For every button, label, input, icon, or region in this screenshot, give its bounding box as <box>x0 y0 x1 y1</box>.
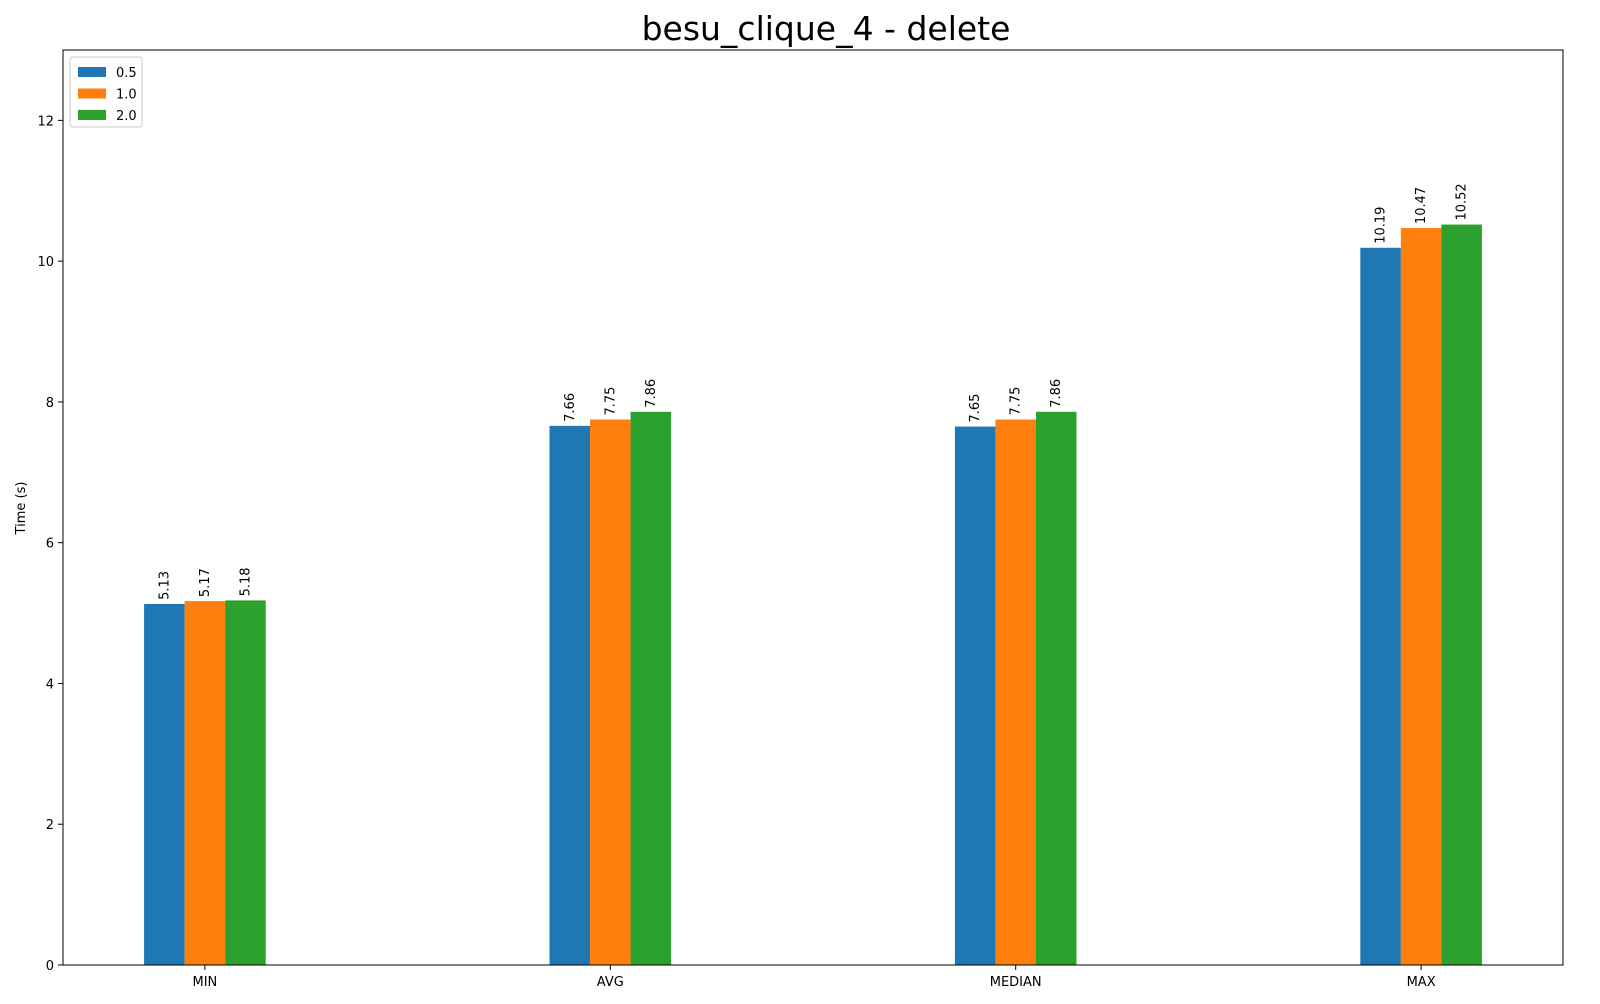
data-label-max-series-1: 10.47 <box>1414 187 1429 224</box>
y-tick-label: 6 <box>46 537 54 552</box>
x-tick-label-max: MAX <box>1407 975 1436 990</box>
bar-median-series-0 <box>954 426 996 965</box>
bar-max-series-1 <box>1400 228 1442 965</box>
data-label-avg-series-1: 7.75 <box>603 387 618 416</box>
data-label-avg-series-0: 7.66 <box>563 393 578 422</box>
data-label-min-series-1: 5.17 <box>198 568 213 597</box>
y-tick-label: 10 <box>37 255 54 270</box>
bar-min-series-0 <box>144 603 185 965</box>
y-tick-label: 8 <box>46 396 54 411</box>
bar-max-series-2 <box>1441 224 1482 966</box>
data-labels-layer: 5.13 7.66 7.65 10.19 5.17 7.75 7.75 10.47 5.18 7.… <box>157 183 1469 600</box>
data-label-median-series-0: 7.65 <box>968 394 983 423</box>
x-tick-label-median: MEDIAN <box>990 975 1042 990</box>
y-tick-label: 12 <box>37 114 54 129</box>
legend-label-series-1: 1.0 <box>116 88 137 103</box>
legend-label-series-2: 2.0 <box>116 109 137 124</box>
x-tick-label-avg: AVG <box>597 975 624 990</box>
bar-avg-series-2 <box>630 411 672 965</box>
legend-swatch-series-1 <box>78 88 106 99</box>
legend-swatch-series-2 <box>78 110 106 120</box>
plot-frame <box>62 49 1564 966</box>
data-label-min-series-0: 5.13 <box>157 571 172 600</box>
y-tick-label: 0 <box>46 959 54 974</box>
legend: 0.5 1.0 2.0 <box>69 56 143 128</box>
bar-avg-series-0 <box>549 425 591 966</box>
bar-avg-series-1 <box>590 419 631 965</box>
data-label-min-series-2: 5.18 <box>238 567 253 596</box>
bar-min-series-2 <box>225 600 266 965</box>
data-label-median-series-1: 7.75 <box>1009 387 1024 416</box>
x-tick-label-min: MIN <box>193 975 218 990</box>
legend-label-series-0: 0.5 <box>116 66 137 81</box>
bar-median-series-1 <box>995 419 1036 965</box>
y-tick-label: 4 <box>46 677 54 692</box>
bars-layer <box>144 224 1482 966</box>
bar-max-series-0 <box>1360 247 1401 965</box>
data-label-avg-series-2: 7.86 <box>644 379 659 408</box>
data-label-median-series-2: 7.86 <box>1049 379 1064 408</box>
bar-min-series-1 <box>184 601 226 965</box>
chart-title: besu_clique_4 - delete <box>642 9 1011 48</box>
axes-layer: 0 2 4 6 8 10 12 MIN AVG MEDIAN MAX <box>37 49 1564 990</box>
y-tick-label: 2 <box>46 818 54 833</box>
data-label-max-series-2: 10.52 <box>1455 183 1470 220</box>
legend-swatch-series-0 <box>78 67 106 77</box>
y-axis-label: Time (s) <box>14 482 29 536</box>
bar-median-series-2 <box>1035 411 1077 965</box>
data-label-max-series-0: 10.19 <box>1374 207 1389 244</box>
